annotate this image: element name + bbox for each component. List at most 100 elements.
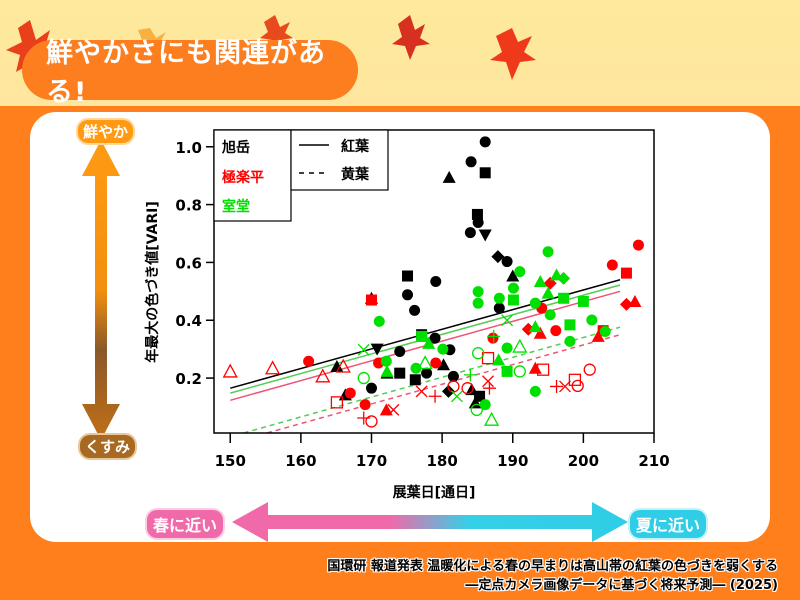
data-point-triangle bbox=[533, 326, 547, 339]
data-point-triangle-open bbox=[315, 368, 331, 383]
data-point-triangle bbox=[528, 320, 542, 333]
data-point-circle bbox=[380, 355, 392, 367]
data-point-plus bbox=[463, 368, 477, 382]
data-point-x bbox=[415, 385, 428, 398]
data-point-circle bbox=[465, 156, 477, 168]
data-point-circle-open bbox=[471, 347, 485, 360]
data-point-circle bbox=[550, 325, 562, 337]
data-point-triangle bbox=[506, 269, 520, 282]
data-point-triangle bbox=[437, 358, 451, 371]
data-point-circle-open bbox=[583, 363, 596, 376]
data-point-circle bbox=[542, 246, 554, 258]
data-point-square bbox=[365, 294, 377, 306]
data-point-triangle bbox=[380, 364, 394, 377]
data-point-triangle-open bbox=[512, 338, 528, 353]
data-point-plus bbox=[428, 389, 442, 403]
y-tick-label: 0.6 bbox=[175, 254, 202, 272]
data-point-plus bbox=[550, 379, 564, 393]
data-point-circle bbox=[464, 227, 476, 239]
data-point-circle bbox=[501, 342, 513, 354]
data-point-x bbox=[450, 390, 463, 403]
x-tick-label: 200 bbox=[568, 452, 599, 470]
data-point-x bbox=[482, 375, 494, 388]
data-point-circle-open bbox=[513, 365, 526, 378]
trend-line-dashed bbox=[266, 333, 621, 434]
data-point-circle bbox=[344, 387, 356, 399]
data-point-circle bbox=[472, 297, 484, 309]
data-point-circle bbox=[472, 286, 484, 298]
legend-site-murodo: 室堂 bbox=[222, 198, 250, 215]
data-point-circle bbox=[429, 332, 441, 344]
data-point-triangle bbox=[379, 403, 393, 416]
site-legend: 旭岳 極楽平 室堂 bbox=[213, 129, 292, 222]
data-point-diamond bbox=[491, 250, 505, 264]
data-point-circle bbox=[430, 276, 442, 287]
data-point-circle bbox=[544, 309, 556, 321]
legend-yellow-leaves: 黄葉 bbox=[341, 166, 370, 183]
data-point-triangle-open bbox=[222, 363, 238, 378]
data-point-circle bbox=[373, 315, 385, 327]
data-point-square-open bbox=[536, 363, 550, 376]
data-point-circle bbox=[586, 314, 598, 326]
data-point-square bbox=[416, 330, 428, 342]
data-point-triangle-down bbox=[478, 229, 492, 242]
data-point-circle bbox=[493, 292, 505, 304]
data-point-square-open bbox=[330, 396, 344, 409]
data-point-triangle bbox=[533, 275, 547, 287]
data-point-circle bbox=[501, 256, 513, 268]
vividness-arrow bbox=[82, 140, 120, 440]
data-point-triangle bbox=[468, 396, 482, 409]
x-tick-label: 210 bbox=[638, 452, 669, 470]
data-point-circle bbox=[472, 217, 484, 229]
data-point-circle bbox=[421, 367, 433, 379]
data-point-circle bbox=[606, 259, 618, 271]
data-point-circle bbox=[507, 282, 519, 294]
data-point-diamond bbox=[441, 384, 455, 398]
x-tick-label: 160 bbox=[285, 452, 316, 470]
dull-label: くすみ bbox=[80, 435, 136, 458]
data-point-circle bbox=[493, 302, 505, 314]
data-point-circle bbox=[430, 357, 442, 369]
x-tick-label: 190 bbox=[497, 452, 528, 470]
y-tick-label: 1.0 bbox=[175, 139, 202, 157]
source-caption-line1: 国環研 報道発表 温暖化による春の早まりは高山帯の紅葉の色づきを弱くする bbox=[327, 559, 778, 574]
data-point-square bbox=[501, 365, 513, 377]
data-point-x bbox=[559, 380, 571, 393]
data-point-square bbox=[507, 294, 519, 306]
data-point-triangle bbox=[330, 360, 344, 373]
data-point-square bbox=[564, 319, 576, 331]
maple-leaf-icon bbox=[260, 15, 293, 50]
data-point-triangle bbox=[528, 361, 542, 374]
headline-banner: 鮮やかさにも関連がある! bbox=[22, 38, 358, 108]
plot-frame bbox=[213, 129, 655, 434]
data-point-square bbox=[474, 390, 486, 402]
data-point-square-open bbox=[481, 351, 495, 365]
line-legend: 紅葉 黄葉 bbox=[290, 129, 389, 191]
data-point-circle bbox=[365, 382, 377, 394]
data-point-square bbox=[471, 208, 483, 220]
y-tick-label: 0.8 bbox=[175, 197, 202, 215]
y-tick-label: 0.2 bbox=[175, 370, 202, 388]
x-tick-label: 150 bbox=[215, 452, 246, 470]
data-point-diamond bbox=[619, 297, 633, 311]
data-point-diamond bbox=[557, 271, 571, 285]
data-point-circle bbox=[487, 332, 499, 344]
data-point-circle bbox=[409, 304, 421, 316]
data-point-x bbox=[501, 314, 514, 327]
data-point-square bbox=[558, 292, 570, 304]
data-point-x bbox=[357, 343, 370, 356]
data-point-plus bbox=[487, 329, 501, 343]
vivid-label: 鮮やか bbox=[78, 120, 134, 143]
data-point-triangle-open bbox=[483, 411, 500, 426]
data-point-plus bbox=[357, 411, 371, 425]
data-point-square-open bbox=[568, 373, 582, 386]
data-point-circle bbox=[359, 399, 371, 411]
data-point-triangle bbox=[492, 353, 506, 366]
data-point-circle-open bbox=[470, 403, 483, 417]
headline-text: 鮮やかさにも関連がある! bbox=[46, 38, 326, 108]
data-point-circle bbox=[303, 355, 315, 367]
data-point-circle bbox=[402, 289, 414, 301]
data-point-triangle-open bbox=[265, 360, 281, 375]
data-point-circle-open bbox=[461, 382, 474, 395]
